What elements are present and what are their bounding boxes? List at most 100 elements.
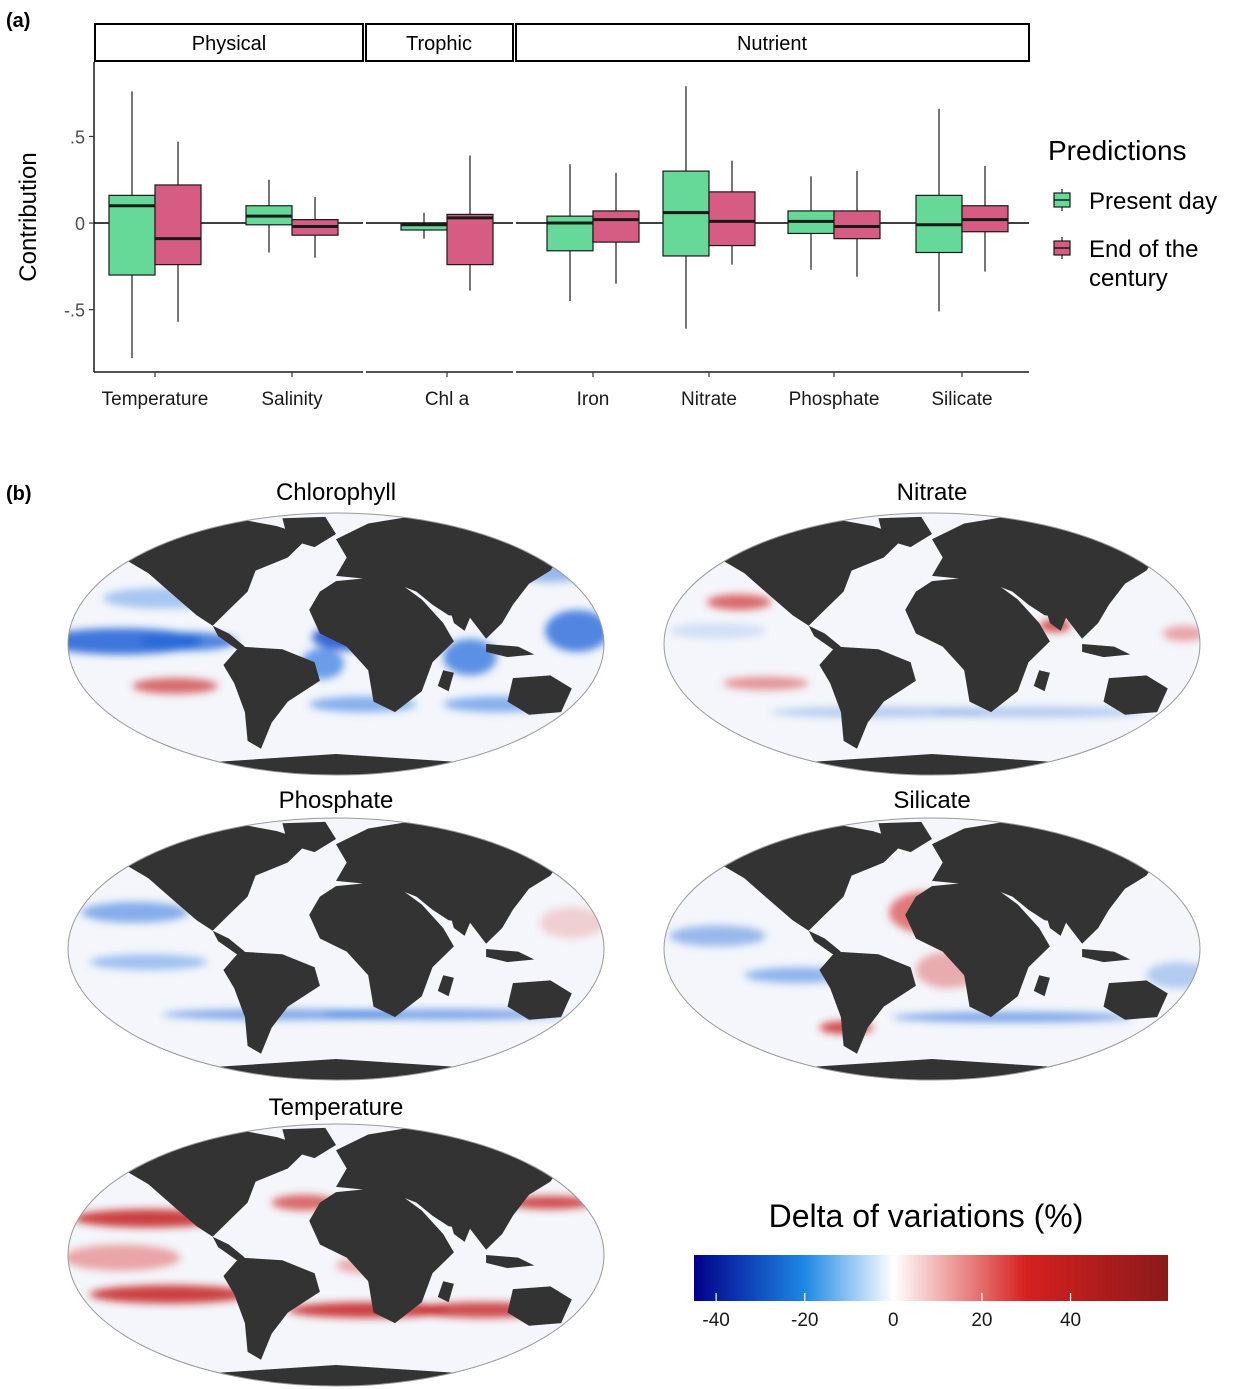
- colorbar-tick-label: 0: [888, 1310, 899, 1331]
- map-temperature: Temperature: [67, 1094, 605, 1387]
- landmass: [1103, 980, 1168, 1020]
- landmass: [808, 625, 841, 650]
- landmass: [819, 646, 916, 749]
- landmass: [212, 930, 245, 955]
- box-present-day-iron: [546, 164, 594, 301]
- landmass: [282, 821, 336, 853]
- variation-patch: [507, 1196, 594, 1210]
- variation-patch: [771, 706, 986, 718]
- x-ticks: Temperature Salinity Chl a Iron Nitrate Phosp…: [102, 372, 993, 410]
- map-body: [68, 513, 604, 775]
- landmass: [932, 820, 1163, 944]
- landmass: [223, 1257, 320, 1360]
- variation-patch: [81, 901, 189, 923]
- box-end-of-century-nitrate: [708, 160, 756, 265]
- colorbar-tick-label: 40: [1060, 1310, 1081, 1331]
- landmass: [1044, 909, 1072, 936]
- variation-patch: [89, 1285, 251, 1304]
- facet-label-nutrient: Nutrient: [737, 33, 807, 55]
- landmass: [121, 1126, 310, 1237]
- facet-strips: Physical Trophic Nutrient: [94, 23, 1030, 62]
- land: [121, 820, 572, 1080]
- variation-patch: [132, 678, 219, 694]
- landmass: [448, 909, 476, 936]
- variation-patch: [140, 632, 237, 651]
- landmass: [1033, 975, 1050, 997]
- map-silicate: Silicate: [663, 787, 1201, 1081]
- landmass: [223, 951, 320, 1054]
- variation-patch: [706, 594, 772, 610]
- landmass: [282, 1127, 336, 1159]
- facet-label-physical: Physical: [192, 33, 266, 55]
- landmass: [808, 930, 841, 955]
- landmass: [448, 1215, 476, 1242]
- facet-strip-trophic: [365, 23, 514, 62]
- map-body: [68, 1124, 604, 1386]
- landmass: [121, 515, 310, 626]
- landmass: [878, 516, 932, 548]
- map-outline: [67, 1123, 605, 1387]
- box-end-of-century-silicate: [961, 165, 1009, 272]
- map-title: Temperature: [269, 1094, 404, 1121]
- landmass: [1082, 644, 1131, 658]
- map-outline: [663, 512, 1201, 776]
- variation-patch: [89, 954, 208, 970]
- colorbar: Delta of variations (%) -40 -20 0 20 40: [694, 1198, 1168, 1331]
- box-body: [546, 215, 594, 252]
- map-outline: [67, 817, 605, 1081]
- legend-key-present-day: [1053, 189, 1071, 211]
- box-body: [108, 194, 156, 276]
- colorbar-tick-label: -20: [791, 1310, 818, 1331]
- landmass: [486, 1255, 535, 1269]
- box-end-of-century-chl-a: [446, 155, 494, 291]
- map-title: Chlorophyll: [276, 479, 396, 506]
- variation-patch: [1162, 625, 1200, 642]
- landmass: [507, 675, 572, 715]
- y-ticks: -.5 0 .5: [64, 127, 94, 321]
- landmass: [507, 980, 572, 1020]
- landmass: [309, 575, 454, 713]
- map-body: [664, 513, 1200, 775]
- map-body: [68, 818, 604, 1080]
- box-body: [708, 191, 756, 247]
- y-tick-label: 0: [75, 214, 85, 234]
- landmass: [1033, 670, 1050, 692]
- landmass: [336, 820, 567, 944]
- box-body: [592, 210, 640, 243]
- landmass: [437, 670, 454, 692]
- landmass: [223, 646, 320, 749]
- y-tick-label: -.5: [64, 301, 85, 321]
- box-present-day-phosphate: [787, 176, 835, 270]
- box-end-of-century-phosphate: [833, 171, 881, 277]
- landmass: [717, 820, 906, 931]
- variation-patch: [322, 1009, 564, 1020]
- variation-patch: [68, 1244, 181, 1271]
- box-present-day-silicate: [915, 108, 963, 312]
- map-outline: [663, 817, 1201, 1081]
- x-tick-label: Nitrate: [681, 389, 737, 410]
- landmass: [486, 949, 535, 963]
- land: [717, 515, 1168, 775]
- x-tick-label: Silicate: [931, 389, 992, 410]
- box-present-day-temperature: [108, 91, 156, 359]
- variation-patch: [931, 706, 1147, 718]
- landmass: [717, 515, 906, 626]
- landmass: [507, 1286, 572, 1326]
- landmass: [121, 820, 310, 931]
- colorbar-gradient: [694, 1255, 1168, 1301]
- landmass: [448, 604, 476, 631]
- landmass: [212, 625, 245, 650]
- box-body: [833, 210, 881, 240]
- panel-b-label: (b): [6, 483, 32, 505]
- colorbar-tick-label: 20: [971, 1310, 992, 1331]
- landmass: [212, 1236, 245, 1261]
- landmass: [336, 515, 567, 639]
- x-tick-label: Temperature: [102, 389, 209, 410]
- x-tick-label: Iron: [577, 389, 610, 410]
- panel-a-label: (a): [6, 10, 30, 32]
- landmass: [437, 1281, 454, 1303]
- landmass: [1044, 604, 1072, 631]
- y-tick-label: .5: [70, 127, 85, 147]
- map-phosphate: Phosphate: [67, 787, 605, 1081]
